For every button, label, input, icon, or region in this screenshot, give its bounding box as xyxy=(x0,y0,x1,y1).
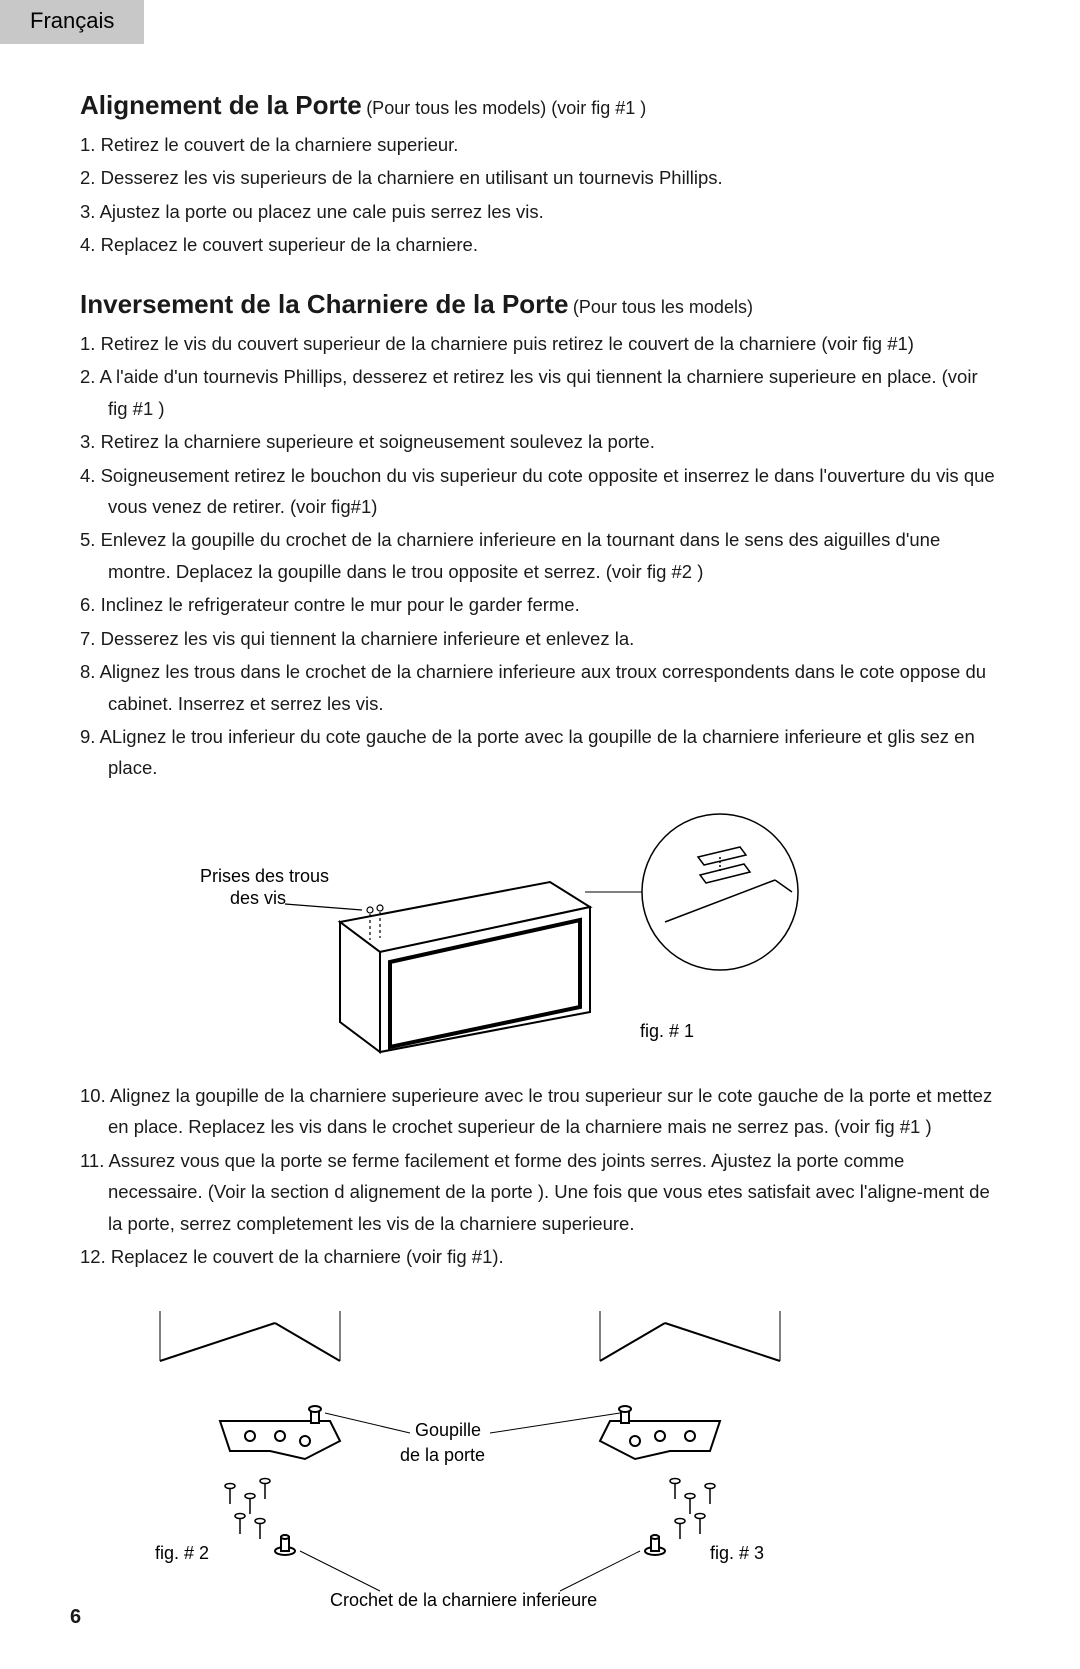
list-item: Retirez le vis du couvert superieur de l… xyxy=(80,328,1000,359)
list-item: Desserez les vis superieurs de la charni… xyxy=(80,162,1000,193)
list-item: ALignez le trou inferieur du cote gauche… xyxy=(80,721,1000,784)
list-item: Alignez les trous dans le crochet de la … xyxy=(80,656,1000,719)
list-item: Desserez les vis qui tiennent la charnie… xyxy=(80,623,1000,654)
section1-title: Alignement de la Porte xyxy=(80,90,362,120)
fig23-pin-label: Goupille xyxy=(415,1420,481,1440)
fig23-bracket-label: Crochet de la charniere inferieure xyxy=(330,1590,597,1610)
list-item: Retirez le couvert de la charniere super… xyxy=(80,129,1000,160)
section-reversal: Inversement de la Charniere de la Porte … xyxy=(80,289,1000,784)
section2-steps-b-block: Alignez la goupille de la charniere supe… xyxy=(80,1080,1000,1273)
page-number: 6 xyxy=(70,1606,81,1629)
page-content: Alignement de la Porte (Pour tous les mo… xyxy=(80,0,1000,1611)
list-item: Assurez vous que la porte se ferme facil… xyxy=(80,1145,1000,1239)
list-item: Retirez la charniere superieure et soign… xyxy=(80,426,1000,457)
language-tab: Français xyxy=(0,0,144,44)
section2-steps-a: Retirez le vis du couvert superieur de l… xyxy=(80,328,1000,784)
manual-page: Français Alignement de la Porte (Pour to… xyxy=(0,0,1080,1669)
section2-subtitle: (Pour tous les models) xyxy=(573,297,753,317)
fig1-caption: fig. # 1 xyxy=(640,1021,694,1041)
section1-subtitle: (Pour tous les models) (voir fig #1 ) xyxy=(366,98,646,118)
fig3-caption: fig. # 3 xyxy=(710,1543,764,1563)
fig23-svg: Goupille de la porte Crochet de la charn… xyxy=(80,1301,1000,1611)
list-item: Alignez la goupille de la charniere supe… xyxy=(80,1080,1000,1143)
list-item: Replacez le couvert superieur de la char… xyxy=(80,229,1000,260)
list-item: A l'aide d'un tournevis Phillips, desser… xyxy=(80,361,1000,424)
figure-2-3: Goupille de la porte Crochet de la charn… xyxy=(80,1301,1000,1611)
section2-title: Inversement de la Charniere de la Porte xyxy=(80,289,568,319)
figure-1: Prises des trous des vis fig. # 1 xyxy=(80,812,1000,1072)
fig1-label1: Prises des trous xyxy=(200,866,329,886)
section2-steps-b: Alignez la goupille de la charniere supe… xyxy=(80,1080,1000,1273)
list-item: Inclinez le refrigerateur contre le mur … xyxy=(80,589,1000,620)
list-item: Replacez le couvert de la charniere (voi… xyxy=(80,1241,1000,1272)
list-item: Enlevez la goupille du crochet de la cha… xyxy=(80,524,1000,587)
list-item: Soigneusement retirez le bouchon du vis … xyxy=(80,460,1000,523)
fig1-label2: des vis xyxy=(230,888,286,908)
list-item: Ajustez la porte ou placez une cale puis… xyxy=(80,196,1000,227)
section1-steps: Retirez le couvert de la charniere super… xyxy=(80,129,1000,261)
fig23-pin-label2: de la porte xyxy=(400,1445,485,1465)
fig1-svg: Prises des trous des vis fig. # 1 xyxy=(80,812,1000,1072)
section-alignment: Alignement de la Porte (Pour tous les mo… xyxy=(80,90,1000,261)
fig2-caption: fig. # 2 xyxy=(155,1543,209,1563)
